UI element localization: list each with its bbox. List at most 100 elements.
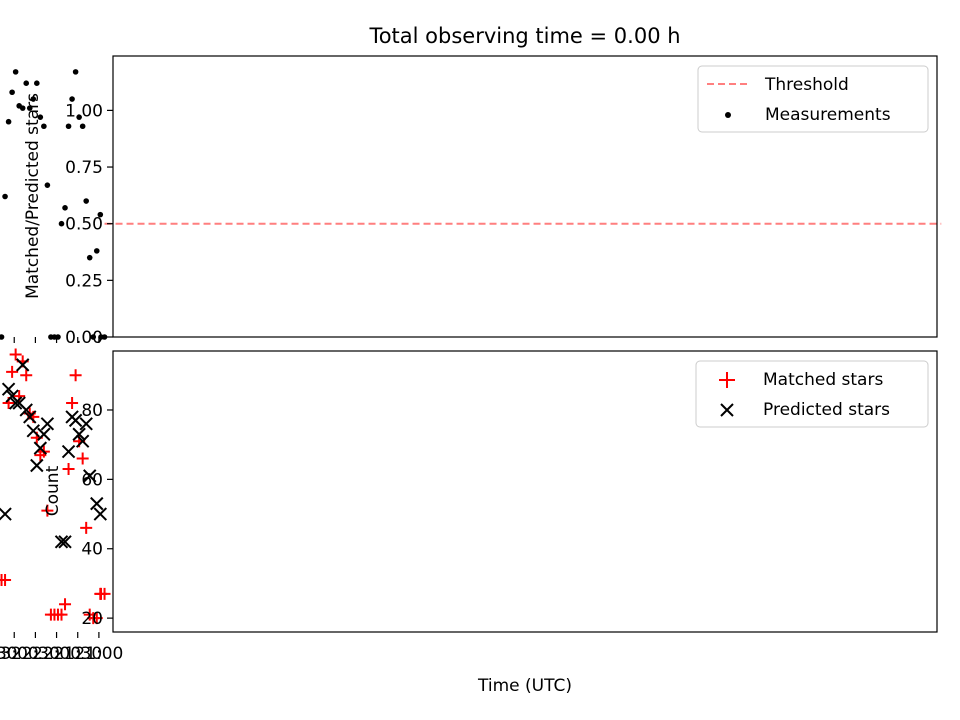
matched-point bbox=[62, 462, 75, 475]
matched-point bbox=[6, 365, 19, 378]
measurement-point bbox=[98, 334, 104, 340]
y-tick-label: 60 bbox=[81, 470, 103, 490]
legend-predicted-swatch bbox=[720, 403, 734, 417]
top-axes-frame bbox=[112, 55, 938, 338]
predicted-point bbox=[54, 535, 69, 549]
bottom-x-axis: 21:0021:3022:0022:3023:0023:3000:0000:30… bbox=[0, 632, 123, 664]
measurement-point bbox=[41, 123, 47, 130]
predicted-point bbox=[83, 469, 97, 483]
predicted-point bbox=[61, 444, 76, 459]
matched-point bbox=[20, 369, 33, 382]
top-legend: Threshold Measurements bbox=[697, 65, 929, 133]
legend-predicted-label: Predicted stars bbox=[763, 400, 890, 420]
x-tick-label: 21:00 bbox=[74, 644, 123, 664]
measurement-point bbox=[93, 248, 100, 254]
measurement-point bbox=[23, 80, 30, 86]
y-tick-label: 0.75 bbox=[65, 158, 103, 178]
measurement-point bbox=[26, 105, 33, 111]
measurement-point bbox=[62, 205, 68, 211]
matched-point bbox=[34, 449, 47, 462]
x-tick-label: 21:30 bbox=[53, 644, 102, 664]
bottom-plot-area bbox=[0, 348, 111, 625]
y-tick-label: 0.25 bbox=[65, 271, 103, 291]
x-tick-label: 23:30 bbox=[0, 644, 18, 664]
bottom-y-label: Count bbox=[43, 465, 63, 516]
x-tick-label: 23:00 bbox=[0, 644, 39, 664]
predicted-point bbox=[23, 410, 37, 424]
predicted-point bbox=[58, 535, 72, 549]
measurement-point bbox=[30, 96, 37, 102]
matched-point bbox=[9, 348, 22, 361]
measurement-point bbox=[2, 193, 8, 200]
y-tick-label: 20 bbox=[81, 609, 103, 629]
measurement-point bbox=[0, 334, 5, 340]
predicted-point bbox=[93, 507, 108, 521]
top-x-ticks bbox=[13, 337, 100, 343]
chart-title: Total observing time = 0.00 h bbox=[368, 24, 680, 48]
matched-point bbox=[76, 452, 89, 465]
measurement-point bbox=[69, 96, 75, 102]
measurement-point bbox=[65, 123, 72, 130]
measurement-point bbox=[48, 334, 54, 340]
measurement-point bbox=[72, 69, 79, 75]
top-y-label: Matched/Predicted stars bbox=[23, 93, 43, 299]
measurement-point bbox=[79, 123, 86, 130]
measurement-point bbox=[9, 89, 15, 96]
bottom-panel: 20 40 60 80 21:0021:3022:0022:3023:0023:300… bbox=[0, 348, 938, 696]
matched-point bbox=[83, 608, 96, 621]
measurement-point bbox=[83, 198, 89, 204]
predicted-point bbox=[65, 410, 79, 424]
legend-matched-swatch bbox=[719, 372, 735, 388]
measurement-point bbox=[90, 334, 97, 340]
bottom-legend-box bbox=[695, 360, 929, 428]
top-y-axis: 0.00 0.25 0.50 0.75 1.00 bbox=[65, 101, 113, 348]
measurement-point bbox=[97, 211, 104, 218]
measurement-point bbox=[34, 80, 40, 86]
predicted-point bbox=[33, 441, 48, 455]
bottom-y-axis: 20 40 60 80 bbox=[81, 401, 113, 629]
measurement-point bbox=[37, 114, 44, 120]
matched-point bbox=[80, 521, 93, 534]
predicted-point bbox=[26, 424, 40, 438]
matched-point bbox=[0, 578, 5, 581]
top-plot-area bbox=[0, 69, 942, 340]
y-tick-label: 0.50 bbox=[65, 215, 103, 235]
y-tick-label: 80 bbox=[81, 401, 103, 421]
legend-measurements-swatch bbox=[725, 112, 731, 118]
measurement-point bbox=[16, 103, 22, 109]
legend-measurements-label: Measurements bbox=[765, 105, 891, 125]
measurement-point bbox=[58, 220, 65, 227]
measurement-point bbox=[86, 254, 93, 261]
matched-point bbox=[41, 504, 54, 517]
matched-point bbox=[66, 397, 79, 410]
predicted-point bbox=[37, 427, 51, 441]
bottom-legend: Matched stars Predicted stars bbox=[695, 360, 929, 428]
matched-point bbox=[69, 369, 82, 382]
predicted-point bbox=[72, 427, 86, 441]
measurement-point bbox=[0, 335, 1, 339]
predicted-point bbox=[75, 434, 90, 448]
matched-point bbox=[94, 587, 107, 600]
predicted-point bbox=[30, 458, 44, 473]
matched-point bbox=[59, 598, 72, 611]
x-tick-label: 22:00 bbox=[32, 644, 81, 664]
x-tick-label: 22:30 bbox=[11, 644, 60, 664]
y-tick-label: 1.00 bbox=[65, 101, 103, 121]
predicted-point bbox=[15, 358, 30, 372]
predicted-point bbox=[5, 389, 19, 403]
bottom-x-label: Time (UTC) bbox=[477, 676, 572, 696]
bottom-axes-frame bbox=[112, 350, 938, 633]
measurement-point bbox=[5, 118, 12, 125]
predicted-point bbox=[79, 417, 93, 431]
top-legend-box bbox=[697, 65, 929, 133]
measurement-point bbox=[12, 69, 19, 75]
measurement-point bbox=[76, 114, 82, 120]
predicted-point bbox=[90, 496, 104, 511]
y-tick-label: 0.00 bbox=[65, 328, 103, 348]
predicted-point bbox=[8, 396, 23, 410]
predicted-point bbox=[1, 382, 16, 396]
measurement-point bbox=[44, 182, 51, 188]
predicted-point bbox=[0, 507, 12, 521]
legend-matched-label: Matched stars bbox=[763, 370, 883, 390]
